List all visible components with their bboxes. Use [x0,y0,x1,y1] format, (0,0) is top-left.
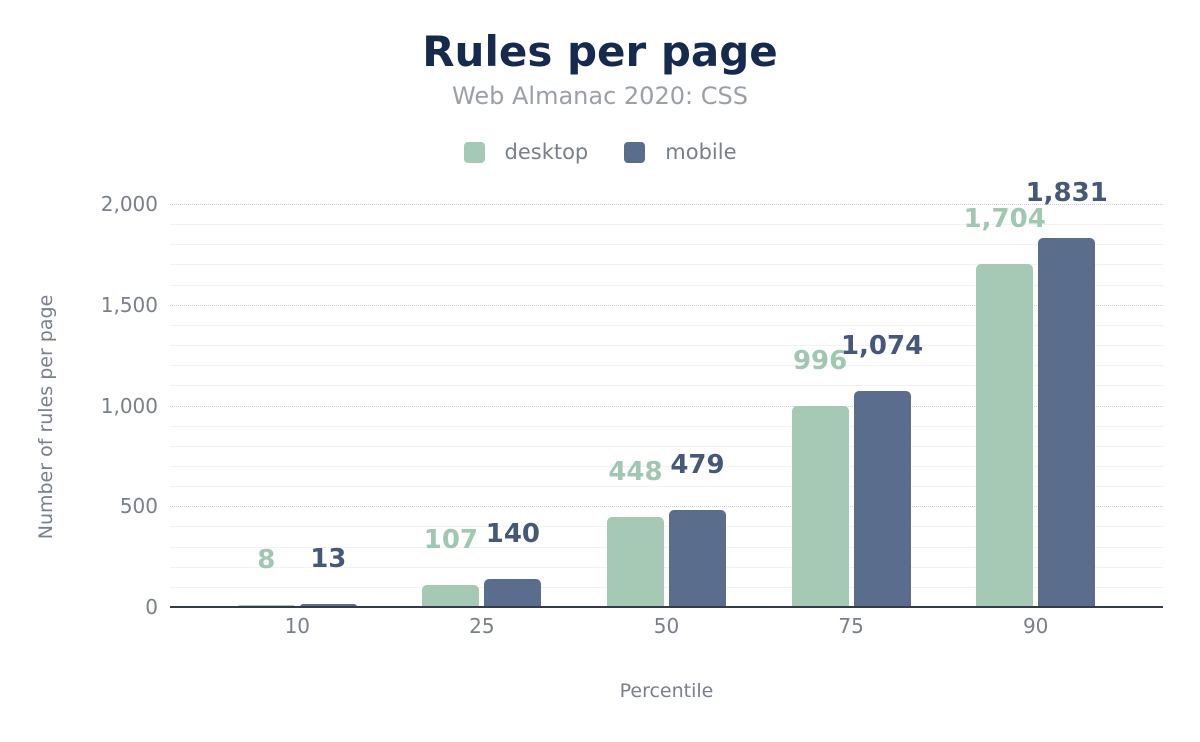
bar-group-p90: 1,704 1,831 [943,180,1128,607]
bar-mobile-p90: 1,831 [1026,180,1108,607]
gridline-minor [170,566,1163,568]
gridline-minor [170,465,1163,467]
bar-mobile-p75: 1,074 [841,333,923,607]
x-tick-label: 25 [469,614,495,638]
bar-mobile-p25: 140 [484,521,542,607]
bar-desktop-p25: 107 [422,527,480,607]
bar-group-p50: 448 479 [574,204,759,607]
y-tick-label: 500 [119,494,158,519]
y-tick-label: 1,000 [100,393,158,418]
x-tick-label: 50 [653,614,680,638]
legend-label-desktop: desktop [504,139,589,164]
gridline-minor [170,244,1163,246]
gridline-minor [170,324,1163,326]
bar-value-label-mobile-p50: 479 [670,450,725,480]
bar-value-label-mobile-p25: 140 [485,519,541,549]
gridline-minor [170,365,1163,367]
legend-item-mobile: mobile [624,139,737,164]
gridline-major [170,405,1163,407]
chart-subtitle: Web Almanac 2020: CSS [452,82,748,110]
bar-desktop-p50: 448 [606,459,664,607]
legend-item-desktop: desktop [463,139,589,164]
bar-group-p75: 996 1,074 [759,204,944,607]
bar-value-label-mobile-p10: 13 [310,544,347,574]
bar-value-label-mobile-p90: 1,831 [1025,178,1108,208]
legend-label-mobile: mobile [665,139,737,164]
bar-value-label-mobile-p75: 1,074 [840,331,924,361]
legend-swatch-mobile [624,141,646,163]
gridline-major [170,304,1163,306]
bar-desktop-p90: 1,704 [964,206,1046,607]
gridline-minor [170,264,1163,266]
x-tick-label: 75 [838,614,864,638]
bar-mobile-p50: 479 [668,452,726,607]
plot-area: 8 13 107 140 448 479 996 1,074 1,704 1,831 [170,180,1163,608]
gridline-minor [170,486,1163,488]
x-tick-label: 90 [1022,614,1049,638]
x-axis-line [170,606,1163,608]
bar-value-label-desktop-p50: 448 [608,457,663,487]
gridline-minor [170,586,1163,588]
legend-swatch-desktop [463,141,485,163]
legend: desktop mobile [0,140,1200,164]
x-tick-label: 10 [284,614,311,638]
bar-desktop-p75: 996 [791,348,849,607]
bar-group-p10: 8 13 [205,204,390,607]
gridline-minor [170,284,1163,286]
gridline-minor [170,425,1163,427]
gridline-minor [170,385,1163,387]
y-tick-label: 0 [145,595,158,619]
gridline-major [170,204,1163,205]
chart-title: Rules per page [422,27,778,76]
bar-value-label-desktop-p25: 107 [423,525,479,555]
bar-group-p25: 107 140 [390,204,575,607]
gridline-minor [170,345,1163,347]
gridline-minor [170,445,1163,447]
gridline-minor [170,224,1163,226]
bar-value-label-desktop-p10: 8 [257,545,276,575]
bar-value-label-desktop-p75: 996 [792,346,848,376]
gridline-minor [170,546,1163,548]
gridline-major [170,506,1163,508]
bar-value-label-desktop-p90: 1,704 [963,204,1046,234]
gridline-minor [170,526,1163,528]
bar-mobile-p10: 13 [299,546,357,607]
x-axis-title: Percentile [619,680,714,702]
y-tick-label: 2,000 [100,192,158,216]
y-tick-label: 1,500 [100,292,158,317]
